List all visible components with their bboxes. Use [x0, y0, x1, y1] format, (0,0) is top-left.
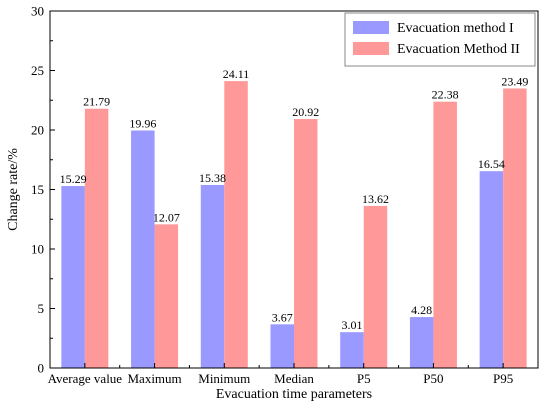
x-tick-label: P50 [423, 371, 443, 386]
data-label-series-2-1: 12.07 [153, 210, 180, 224]
bar-series-2-5 [433, 101, 457, 368]
y-tick-label: 10 [31, 242, 44, 257]
y-tick-label: 30 [31, 4, 44, 19]
bar-series-2-2 [224, 81, 248, 368]
x-tick-label: Maximum [127, 371, 181, 386]
data-label-series-1-6: 16.54 [478, 157, 505, 171]
bar-series-2-4 [363, 205, 388, 368]
x-tick-label: Minimum [198, 371, 250, 386]
data-label-series-2-2: 24.11 [223, 67, 250, 81]
y-tick-label: 25 [31, 63, 44, 78]
x-tick-label: P5 [357, 371, 371, 386]
x-tick-label: P95 [493, 371, 513, 386]
legend: Evacuation method I Evacuation Method II [344, 12, 536, 67]
bar-series-1-3 [270, 324, 294, 368]
bar-series-1-5 [409, 317, 434, 368]
data-label-series-2-4: 13.62 [362, 192, 389, 206]
bar-series-2-6 [503, 88, 527, 369]
y-axis-title: Change rate/% [6, 148, 21, 231]
data-label-series-1-1: 19.96 [129, 116, 156, 130]
bar-series-1-4 [340, 332, 364, 368]
y-tick-label: 15 [31, 182, 44, 197]
data-label-series-1-4: 3.01 [341, 318, 362, 332]
data-label-series-2-5: 22.38 [432, 88, 459, 102]
y-tick-label: 5 [38, 301, 45, 316]
data-label-series-1-3: 3.67 [272, 310, 293, 324]
bar-series-1-2 [200, 184, 225, 368]
legend-swatch-method-ii [353, 42, 389, 55]
bar-series-1-1 [131, 130, 155, 368]
bar-series-2-3 [294, 119, 318, 368]
bars-layer [61, 81, 527, 369]
x-tick-label: Median [274, 371, 314, 386]
bar-series-1-6 [479, 171, 504, 368]
data-labels-layer: 15.29 21.79 19.96 12.07 15.38 24.11 3.67 20.92 3… [60, 67, 529, 332]
bar-series-1-0 [61, 186, 85, 368]
data-label-series-2-6: 23.49 [501, 74, 528, 88]
data-label-series-2-3: 20.92 [292, 105, 319, 119]
y-tick-label: 20 [31, 123, 44, 138]
x-axis-title: Evacuation time parameters [216, 387, 372, 402]
data-label-series-1-0: 15.29 [60, 172, 87, 186]
data-label-series-1-2: 15.38 [199, 171, 226, 185]
legend-label-method-ii: Evacuation Method II [397, 42, 520, 57]
axes-layer: Average value Maximum Minimum Median P5 P50 P9… [31, 4, 513, 387]
legend-swatch-method-i [353, 21, 389, 34]
data-label-series-1-5: 4.28 [411, 303, 432, 317]
bar-series-2-0 [84, 108, 109, 368]
bar-series-2-1 [154, 224, 179, 368]
y-tick-label: 0 [38, 361, 45, 376]
legend-label-method-i: Evacuation method I [397, 21, 514, 36]
x-tick-label: Average value [48, 371, 123, 386]
data-label-series-2-0: 21.79 [83, 95, 110, 109]
